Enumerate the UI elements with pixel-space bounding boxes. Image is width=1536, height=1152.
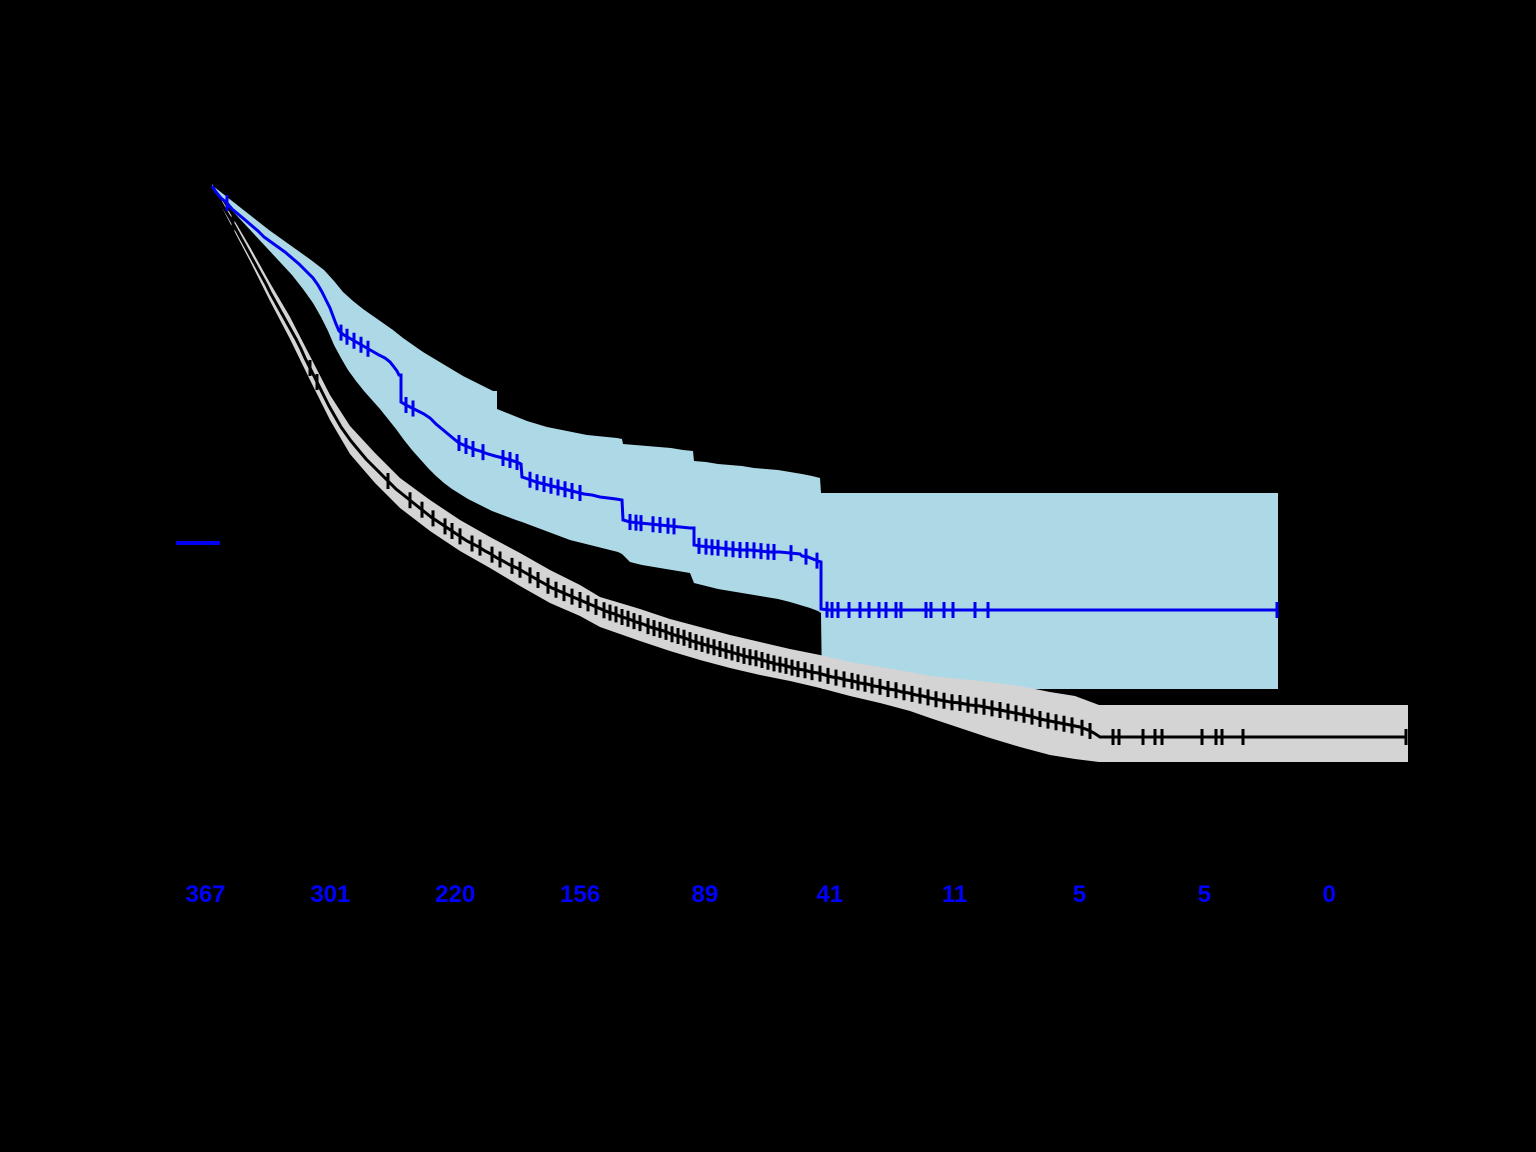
risk-count-label: 5 xyxy=(1198,881,1211,908)
risk-count-label: 367 xyxy=(185,881,225,908)
risk-count-label: 41 xyxy=(816,881,843,908)
censor-ticks-black xyxy=(231,215,1408,745)
risk-count-label: 5 xyxy=(1073,881,1086,908)
risk-count-label: 156 xyxy=(560,881,600,908)
risk-count-label: 301 xyxy=(310,881,350,908)
censor-ticks-blue xyxy=(225,195,1279,618)
risk-count-label: 0 xyxy=(1322,881,1335,908)
risk-count-label: 220 xyxy=(435,881,475,908)
ci-band-blue xyxy=(213,186,1278,689)
risk-count-label: 11 xyxy=(942,881,967,908)
risk-count-label: 89 xyxy=(692,881,719,908)
